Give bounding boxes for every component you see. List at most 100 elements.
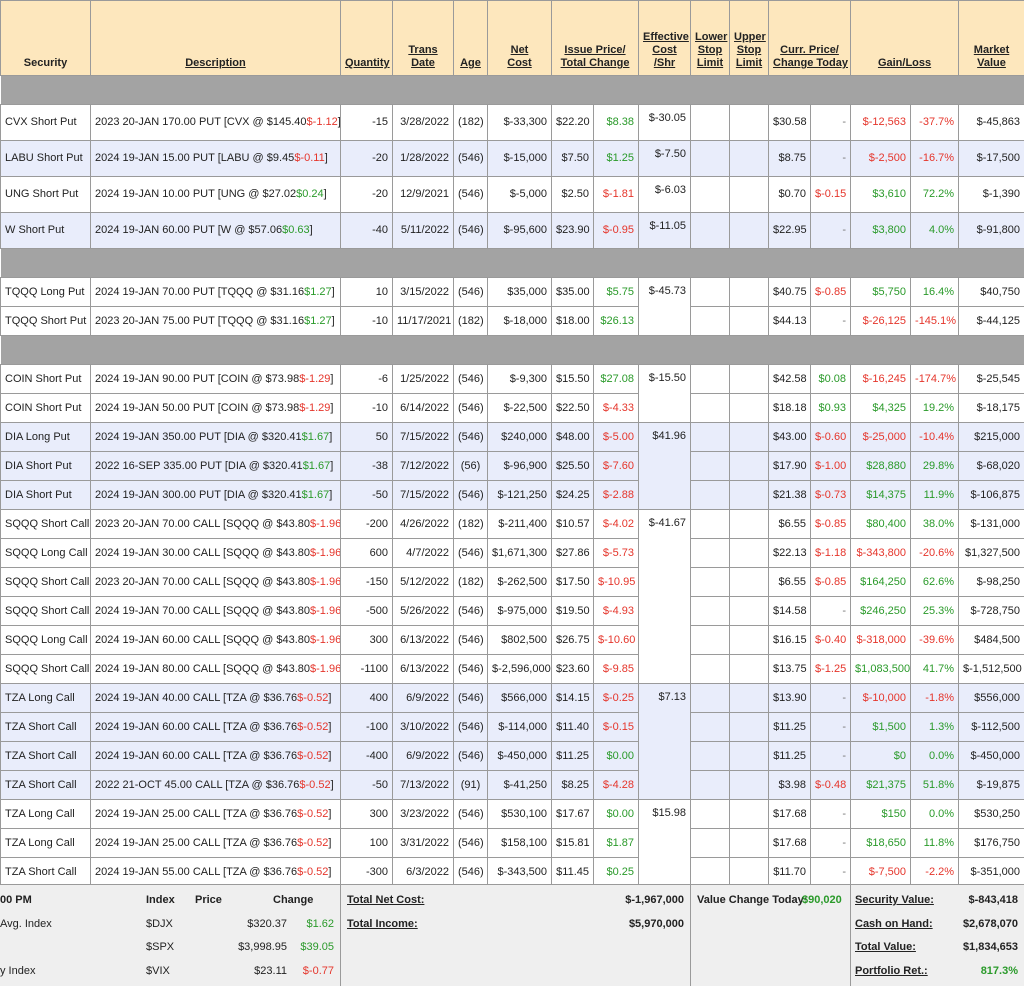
header-text: Age bbox=[458, 57, 483, 70]
underlying-change: $-1.96 bbox=[310, 605, 341, 617]
cell: $3.98 bbox=[769, 771, 811, 800]
description-text: ] bbox=[332, 315, 335, 327]
cell: (546) bbox=[454, 213, 488, 249]
header-text: Cost bbox=[643, 44, 686, 57]
cell: $6.55 bbox=[769, 568, 811, 597]
cell: (546) bbox=[454, 177, 488, 213]
cell: (546) bbox=[454, 626, 488, 655]
cell: $-106,875 bbox=[959, 481, 1024, 510]
cell: TZA Short Call bbox=[1, 858, 91, 887]
cell: $10.57 bbox=[552, 510, 594, 539]
cell: $-17,500 bbox=[959, 141, 1024, 177]
upper-stop bbox=[730, 771, 769, 800]
cell: (546) bbox=[454, 539, 488, 568]
cell: 16.4% bbox=[911, 278, 959, 307]
cell: $35.00 bbox=[552, 278, 594, 307]
cell: $215,000 bbox=[959, 423, 1024, 452]
header-text: Market bbox=[963, 44, 1020, 57]
cell: $0.00 bbox=[594, 800, 639, 829]
cell: (546) bbox=[454, 141, 488, 177]
description-text: 2024 19-JAN 15.00 PUT [LABU @ $9.45 bbox=[95, 152, 294, 164]
cell: (56) bbox=[454, 452, 488, 481]
description-text: 2024 19-JAN 30.00 CALL [SQQQ @ $43.80 bbox=[95, 547, 310, 559]
cell: $13.75 bbox=[769, 655, 811, 684]
description: 2024 19-JAN 60.00 PUT [W @ $57.06$0.63] bbox=[91, 213, 341, 249]
total-value: $5,970,000 bbox=[629, 917, 684, 931]
cell: $-450,000 bbox=[488, 742, 552, 771]
cell: -174.7% bbox=[911, 365, 959, 394]
underlying-change: $-0.52 bbox=[297, 837, 328, 849]
header-text: Quantity bbox=[345, 57, 388, 70]
header-text: Trans bbox=[397, 44, 449, 57]
underlying-change: $-1.29 bbox=[299, 373, 330, 385]
cell: $8.25 bbox=[552, 771, 594, 800]
index-header: Change bbox=[273, 893, 313, 907]
cell: $16.15 bbox=[769, 626, 811, 655]
cell: TZA Long Call bbox=[1, 684, 91, 713]
header-text: /Shr bbox=[643, 57, 686, 70]
cell: $802,500 bbox=[488, 626, 552, 655]
underlying-change: $-1.12 bbox=[307, 116, 338, 128]
cell: $-7,500 bbox=[851, 858, 911, 887]
cell: $7.50 bbox=[552, 141, 594, 177]
description-text: 2024 19-JAN 300.00 PUT [DIA @ $320.41 bbox=[95, 489, 302, 501]
cell: $0.70 bbox=[769, 177, 811, 213]
header-text: Description bbox=[95, 57, 336, 70]
summary-value: 817.3% bbox=[981, 964, 1018, 978]
description-text: 2024 19-JAN 60.00 PUT [W @ $57.06 bbox=[95, 224, 282, 236]
cell: $484,500 bbox=[959, 626, 1024, 655]
cell: 4/26/2022 bbox=[393, 510, 454, 539]
cell: $11.40 bbox=[552, 713, 594, 742]
description-text: 2024 19-JAN 55.00 CALL [TZA @ $36.76 bbox=[95, 866, 297, 878]
upper-stop bbox=[730, 713, 769, 742]
description: 2024 19-JAN 25.00 CALL [TZA @ $36.76$-0.… bbox=[91, 829, 341, 858]
cell: 7/13/2022 bbox=[393, 771, 454, 800]
cell: $-44,125 bbox=[959, 307, 1024, 336]
lower-stop bbox=[691, 771, 730, 800]
cell: (546) bbox=[454, 365, 488, 394]
cell: $1,500 bbox=[851, 713, 911, 742]
cell: -1100 bbox=[341, 655, 393, 684]
cell: 50 bbox=[341, 423, 393, 452]
cell: (546) bbox=[454, 481, 488, 510]
cell: $19.50 bbox=[552, 597, 594, 626]
index-symbol: $DJX bbox=[146, 917, 173, 931]
cell: $41.96 bbox=[639, 423, 691, 510]
lower-stop bbox=[691, 655, 730, 684]
description: 2024 19-JAN 70.00 PUT [TQQQ @ $31.16$1.2… bbox=[91, 278, 341, 307]
upper-stop bbox=[730, 510, 769, 539]
cell: $24.25 bbox=[552, 481, 594, 510]
cell: 3/28/2022 bbox=[393, 105, 454, 141]
cell: $-318,000 bbox=[851, 626, 911, 655]
lower-stop bbox=[691, 858, 730, 887]
cell: $80,400 bbox=[851, 510, 911, 539]
description-text: ] bbox=[328, 692, 331, 704]
description: 2024 19-JAN 350.00 PUT [DIA @ $320.41$1.… bbox=[91, 423, 341, 452]
cell: (182) bbox=[454, 510, 488, 539]
cell: $14,375 bbox=[851, 481, 911, 510]
cell: $-12,563 bbox=[851, 105, 911, 141]
cell: $-10,000 bbox=[851, 684, 911, 713]
cell: UNG Short Put bbox=[1, 177, 91, 213]
cell: W Short Put bbox=[1, 213, 91, 249]
index-price: $3,998.95 bbox=[238, 940, 287, 954]
underlying-change: $-1.29 bbox=[299, 402, 330, 414]
underlying-change: $-1.96 bbox=[310, 518, 341, 530]
cell: $-975,000 bbox=[488, 597, 552, 626]
description-text: 2024 19-JAN 90.00 PUT [COIN @ $73.98 bbox=[95, 373, 299, 385]
cell: 7/12/2022 bbox=[393, 452, 454, 481]
cell: $11.25 bbox=[552, 742, 594, 771]
lower-stop bbox=[691, 481, 730, 510]
cell: $18,650 bbox=[851, 829, 911, 858]
cell: $7.13 bbox=[639, 684, 691, 800]
header-text: Lower bbox=[695, 31, 725, 44]
cell: DIA Short Put bbox=[1, 452, 91, 481]
cell: $22.95 bbox=[769, 213, 811, 249]
cell: $44.13 bbox=[769, 307, 811, 336]
